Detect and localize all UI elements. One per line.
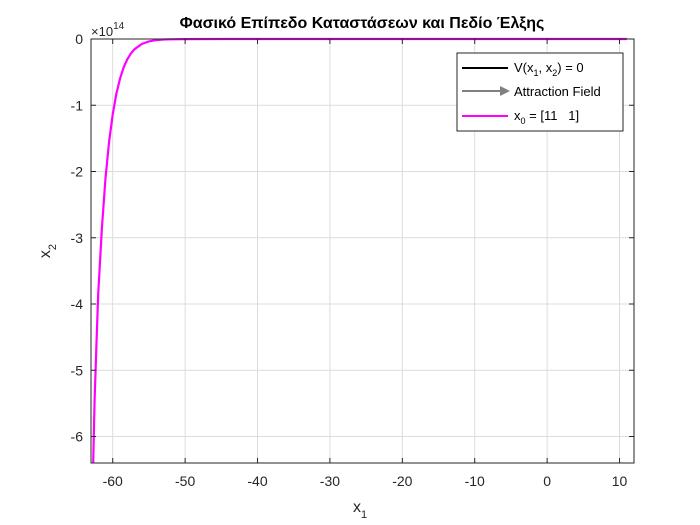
legend-0-part-4: ) = 0 [557,60,583,75]
x-tick-label: -60 [103,473,123,489]
legend-0-part-2: , x [539,60,553,75]
legend-0-part-0: V(x [514,60,534,75]
legend-label-attraction: Attraction Field [514,84,601,99]
plot-frame [90,38,635,464]
x-tick-label: -40 [247,473,267,489]
x-tick-label: 10 [612,473,628,489]
y-exponent-base: ×10 [91,24,113,39]
y-tick-label: -6 [71,429,84,445]
tick-labels: -60 -50 -40 -30 -20 -10 0 10-6-5-4-3-2-10 [71,31,628,489]
y-exponent-power: 14 [113,21,125,32]
x-axis-label-sub: 1 [361,509,367,521]
legend-2-part-1: 0 [521,116,526,126]
legend-label-trajectory: x0 = [11 1] [514,108,579,126]
legend-2-part-0: x [514,108,521,123]
y-exponent-label: ×1014 [91,21,125,39]
y-axis-label-base: x [37,250,54,258]
x-tick-label: -20 [392,473,412,489]
legend-1-part-0: Attraction Field [514,84,601,99]
legend: V(x1, x2) = 0 Attraction Field x0 = [11 … [456,52,624,132]
y-axis-label-sub: 2 [47,244,59,250]
y-tick-label: -1 [71,97,84,113]
arrow-head-icon [500,86,510,96]
x-axis-label: x1 [353,499,367,521]
y-tick-label: -5 [71,362,84,378]
y-tick-label: -4 [71,296,84,312]
x-axis-label-base: x [353,499,361,516]
y-axis-label: x2 [37,244,59,258]
x-tick-label: -50 [175,473,195,489]
chart-title: Φασικό Επίπεδο Καταστάσεων και Πεδίο Έλξ… [180,15,545,32]
y-tick-label: -2 [71,164,84,180]
legend-2-part-2: = [11 1] [526,108,580,123]
legend-label-contour: V(x1, x2) = 0 [514,60,584,78]
x-tick-label: -10 [465,473,485,489]
x-tick-label: -30 [320,473,340,489]
legend-0-part-3: 2 [552,68,557,78]
ticks [91,38,634,463]
y-tick-label: 0 [75,31,83,47]
y-tick-label: -3 [71,230,84,246]
legend-0-part-1: 1 [534,68,539,78]
x-tick-label: 0 [543,473,551,489]
